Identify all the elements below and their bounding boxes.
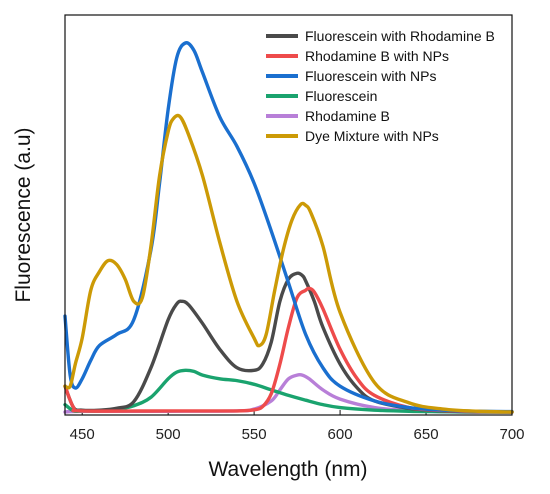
legend-label: Fluorescein (305, 88, 377, 104)
series-line-5 (63, 113, 514, 414)
legend-label: Fluorescein with Rhodamine B (305, 28, 495, 44)
legend: Fluorescein with Rhodamine B Rhodamine B … (266, 28, 495, 144)
x-tick-label: 450 (70, 426, 95, 443)
legend-label: Rhodamine B with NPs (305, 48, 449, 64)
plot-frame (64, 14, 513, 416)
legend-label: Dye Mixture with NPs (305, 128, 439, 144)
legend-label: Fluorescein with NPs (305, 68, 437, 84)
x-tick-label: 500 (156, 426, 181, 443)
series-line-0 (63, 271, 514, 414)
x-axis-title: Wavelength (nm) (208, 458, 367, 481)
y-axis-title: Fluorescence (a.u) (12, 127, 35, 302)
x-axis-tick-labels: 450 500 550 600 650 700 (70, 426, 525, 443)
series-line-3 (63, 368, 514, 414)
series-line-2 (63, 41, 514, 414)
x-tick-label: 550 (242, 426, 267, 443)
series-line-1 (63, 286, 514, 414)
x-tick-label: 650 (414, 426, 439, 443)
legend-label: Rhodamine B (305, 108, 390, 124)
x-tick-label: 700 (499, 426, 524, 443)
x-tick-label: 600 (328, 426, 353, 443)
series-lines (63, 41, 514, 414)
